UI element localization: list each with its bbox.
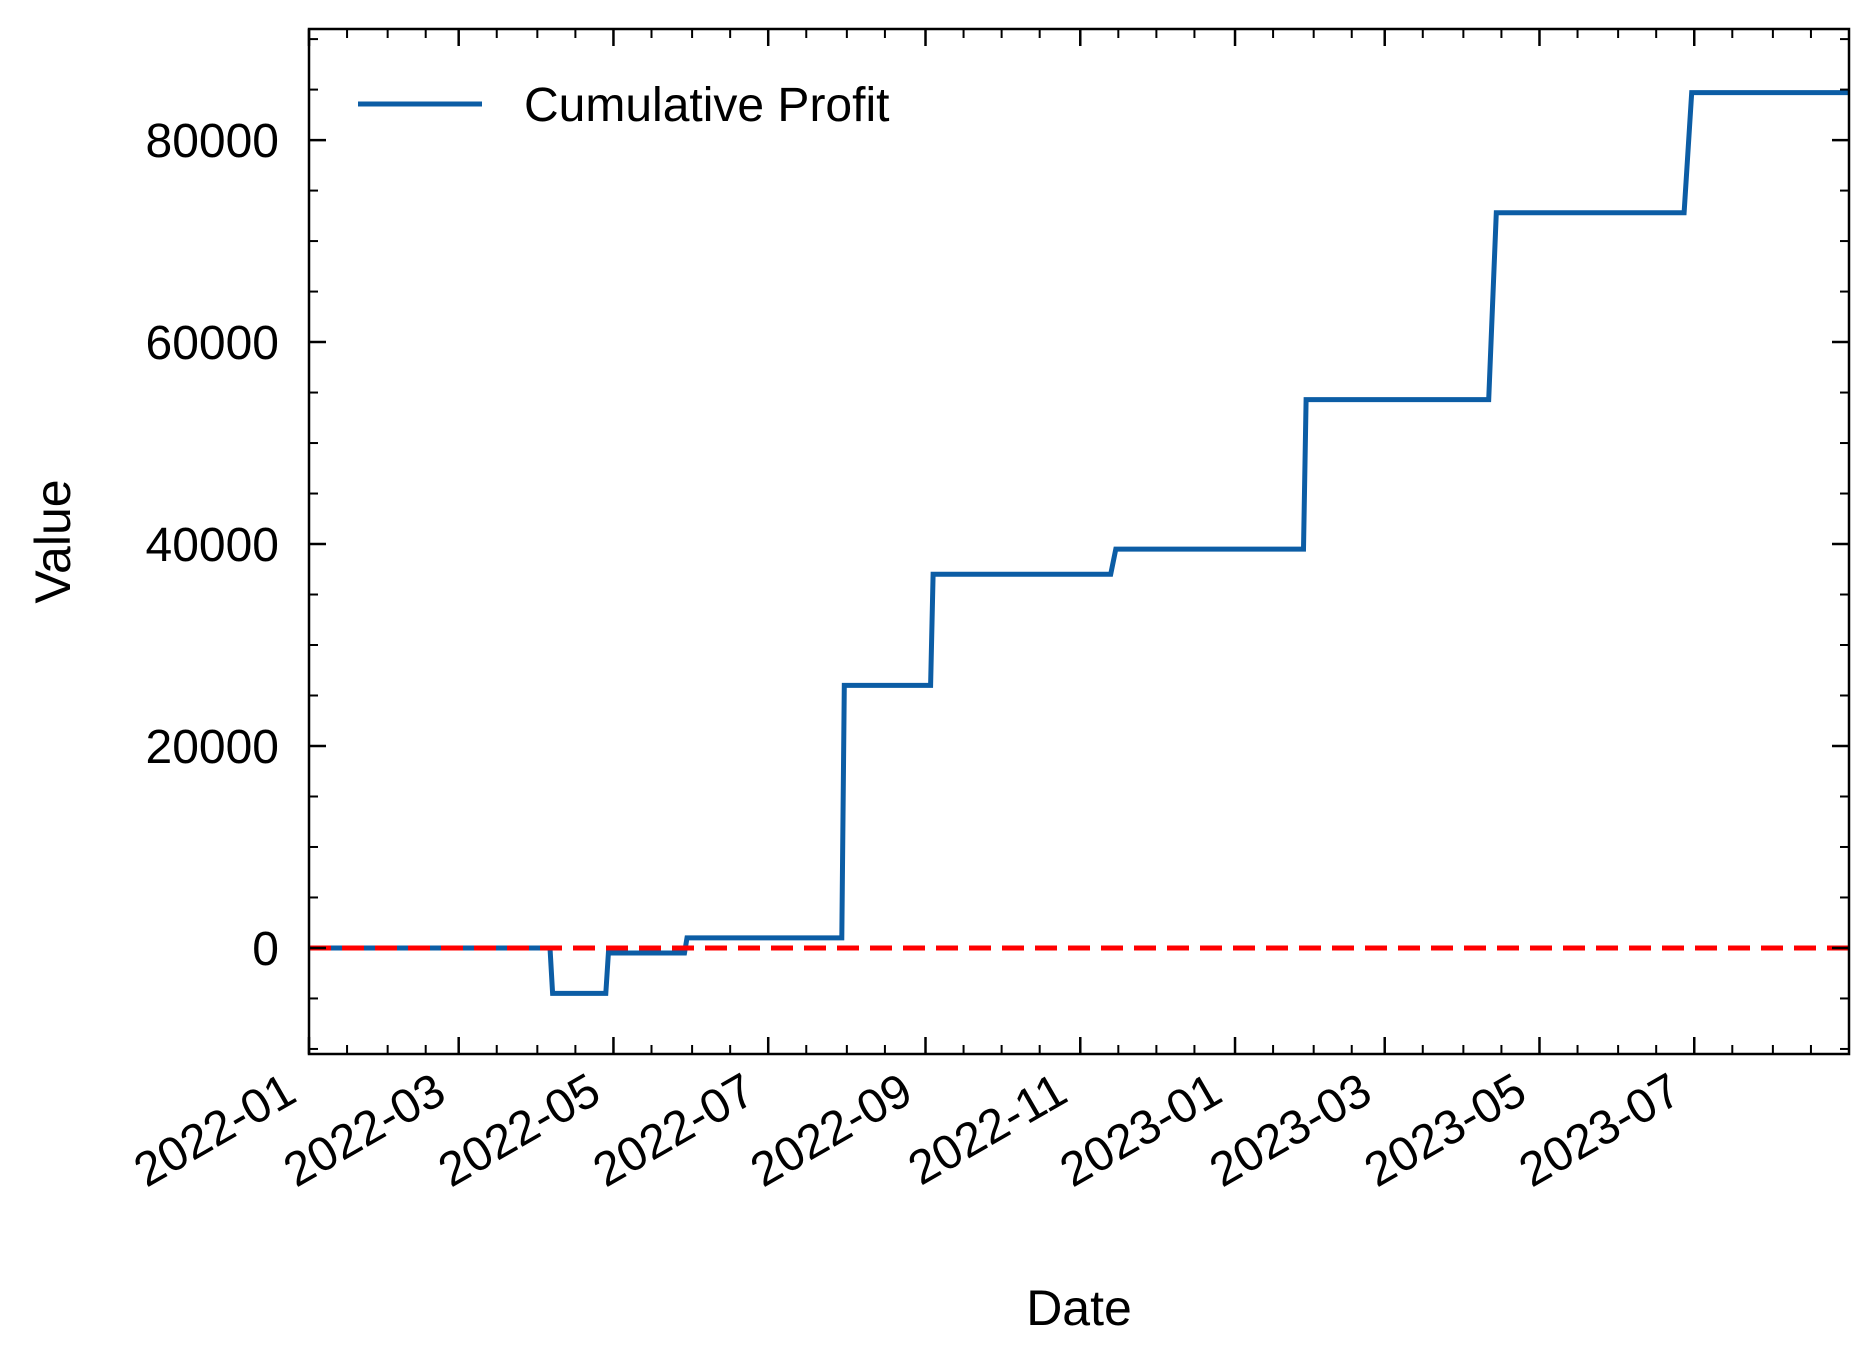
x-tick-label: 2023-03 [1201, 1064, 1380, 1198]
x-tick-label: 2023-01 [1051, 1064, 1230, 1198]
series-line-cumulative-profit [309, 90, 1849, 996]
y-tick-label: 60000 [146, 317, 279, 370]
x-tick-label: 2022-09 [742, 1064, 921, 1198]
axis-ticks: 0200004000060000800002022-012022-032022-… [125, 29, 1849, 1198]
y-tick-label: 80000 [146, 115, 279, 168]
legend-label-cumulative-profit: Cumulative Profit [524, 79, 889, 132]
legend: Cumulative Profit [358, 79, 889, 132]
x-tick-label: 2022-07 [585, 1064, 764, 1198]
x-tick-label: 2022-03 [275, 1064, 454, 1198]
plot-area-frame [307, 27, 1851, 1056]
x-tick-label: 2023-05 [1356, 1064, 1535, 1198]
x-tick-label: 2023-07 [1511, 1064, 1690, 1198]
y-axis-label: Value [25, 479, 81, 603]
x-tick-label: 2022-11 [900, 1064, 1076, 1196]
y-tick-label: 20000 [146, 721, 279, 774]
x-axis-label: Date [1026, 1280, 1132, 1336]
x-tick-label: 2022-05 [430, 1064, 609, 1198]
series-layer [309, 90, 1849, 996]
y-tick-label: 40000 [146, 519, 279, 572]
y-tick-label: 0 [252, 923, 279, 976]
x-tick-label: 2022-01 [125, 1064, 304, 1198]
